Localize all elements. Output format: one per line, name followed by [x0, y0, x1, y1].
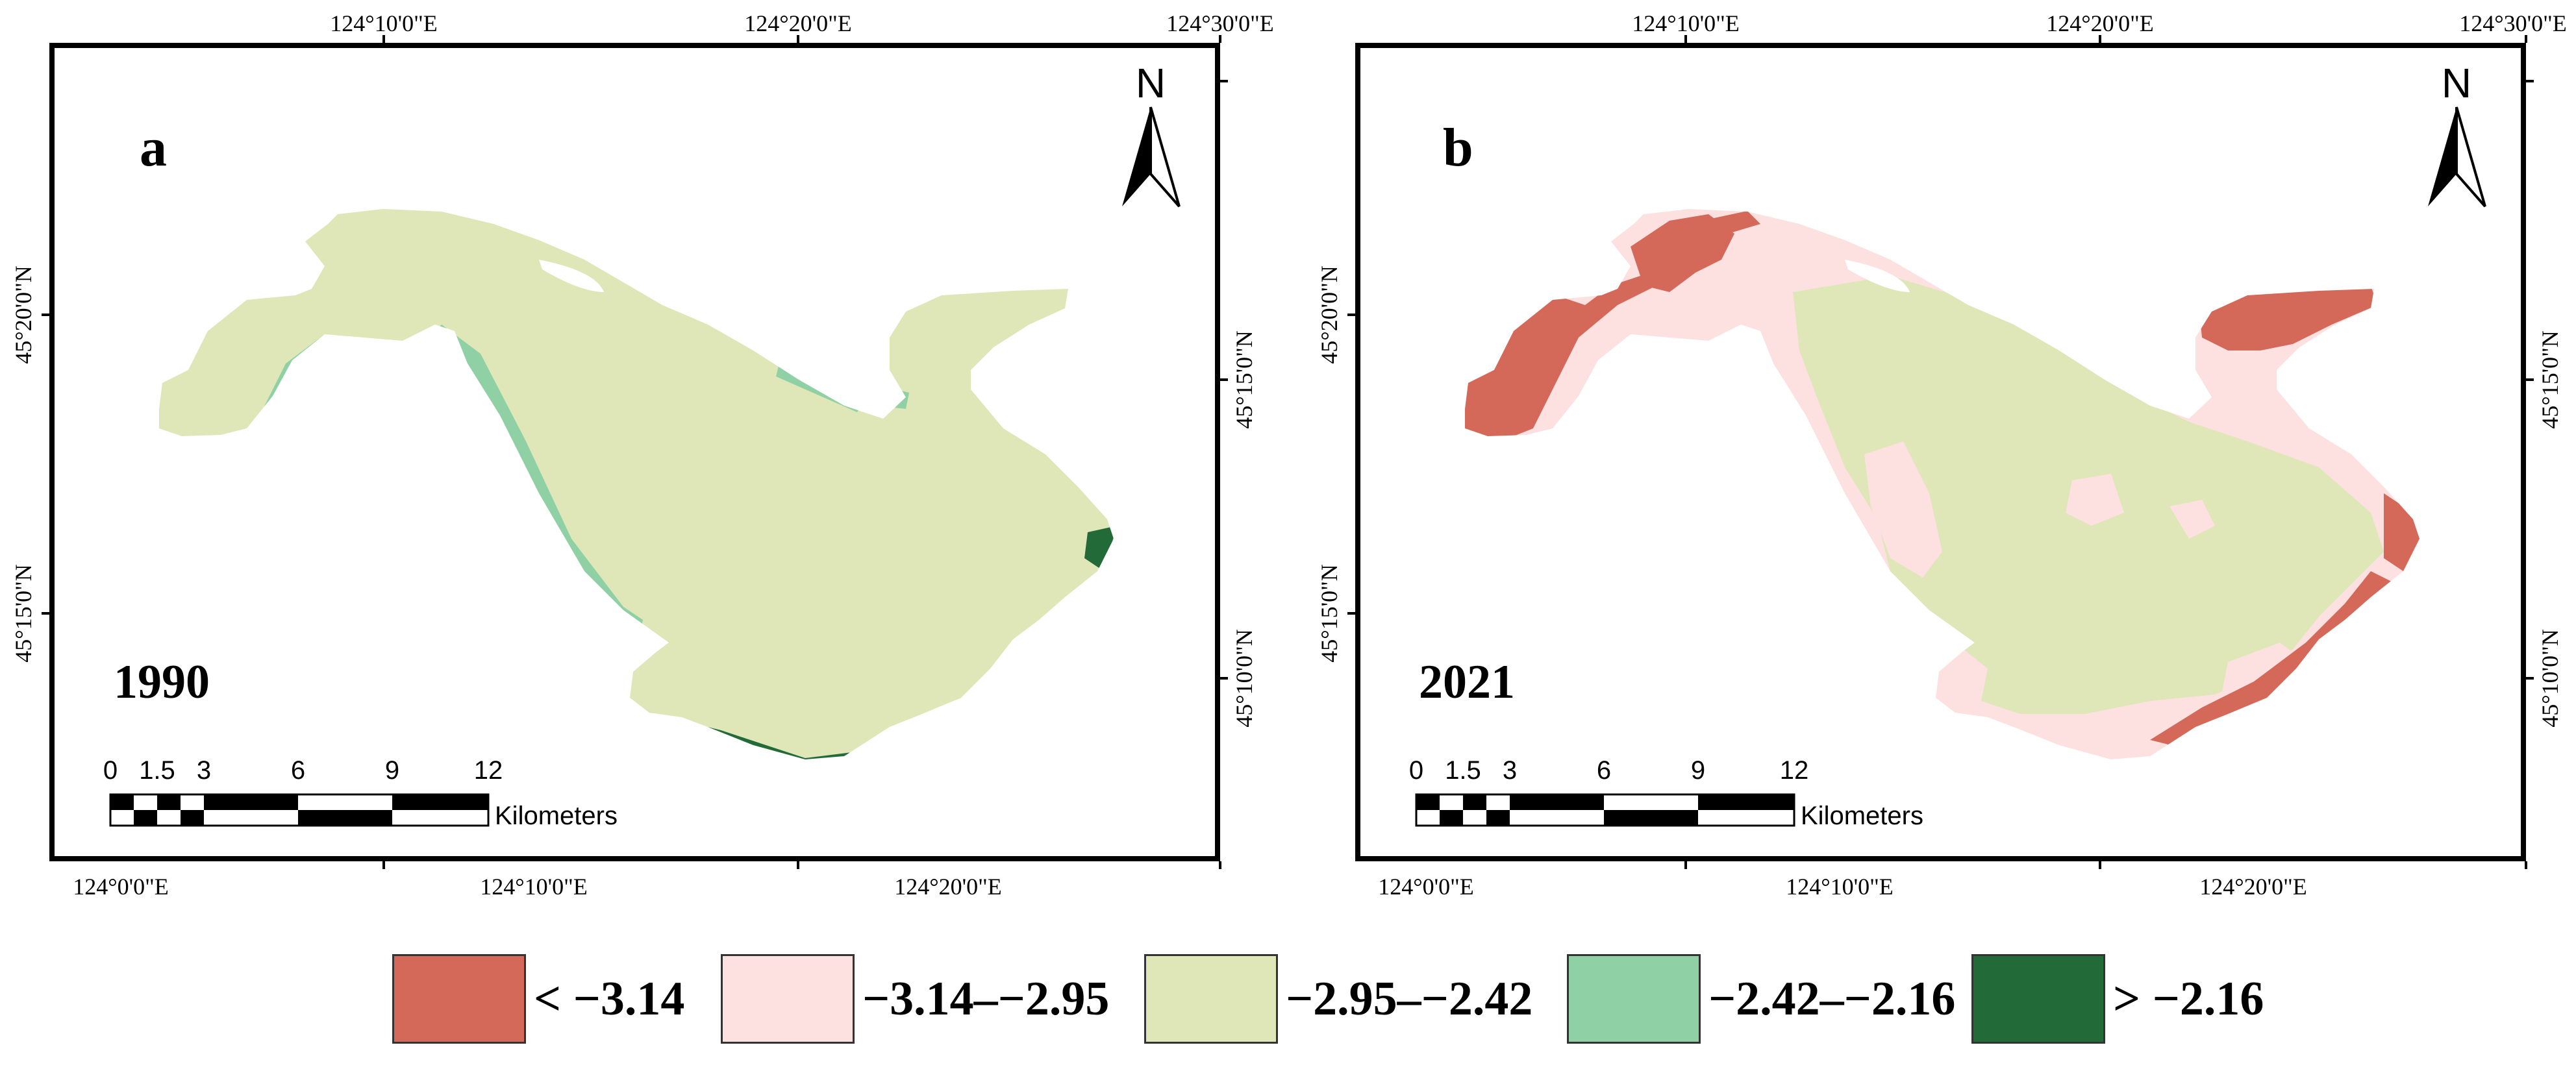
legend-label: > −2.16 — [2113, 972, 2264, 1026]
bottom-tick-label: 124°10'0"E — [1786, 874, 1894, 900]
legend-label: < −3.14 — [534, 972, 685, 1026]
legend-swatch — [721, 954, 855, 1044]
scale-label: 3 — [197, 756, 211, 785]
legend-label: −2.42–−2.16 — [1708, 972, 1956, 1026]
legend-item: −3.14–−2.95 — [721, 954, 1109, 1044]
top-ticks-a — [42, 35, 1228, 869]
bottom-tick-label: 124°20'0"E — [2199, 874, 2307, 900]
year-label: 2021 — [1419, 656, 1515, 709]
scale-unit-label: Kilometers — [495, 802, 618, 830]
scale-label: 3 — [1503, 756, 1517, 785]
bottom-tick-label: 124°20'0"E — [894, 874, 1002, 900]
scale-label: 12 — [474, 756, 503, 785]
scale-label: 9 — [1691, 756, 1705, 785]
left-tick-label: 45°15'0"N — [10, 564, 36, 663]
bottom-tick-label: 124°10'0"E — [480, 874, 588, 900]
scale-unit-label: Kilometers — [1801, 802, 1923, 830]
left-tick-label: 45°20'0"N — [1316, 265, 1342, 364]
legend-item: > −2.16 — [1971, 954, 2264, 1044]
scale-bar — [109, 793, 490, 827]
top-tick-label: 124°30'0"E — [2459, 10, 2567, 36]
north-label: N — [2442, 60, 2471, 106]
scale-label: 12 — [1780, 756, 1809, 785]
top-tick-label: 124°10'0"E — [330, 10, 438, 36]
map-panel-b: 124°10'0"E 124°20'0"E 124°30'0"E 124°0'0… — [1316, 10, 2567, 900]
right-tick-label: 45°15'0"N — [1231, 330, 1257, 429]
right-tick-label: 45°15'0"N — [2537, 330, 2563, 429]
scale-label: 6 — [291, 756, 305, 785]
north-arrow-icon — [2428, 106, 2486, 208]
left-tick-label: 45°15'0"N — [1316, 564, 1342, 663]
top-tick-label: 124°20'0"E — [2046, 10, 2154, 36]
scale-label: 9 — [385, 756, 399, 785]
bottom-tick-label: 124°0'0"E — [1378, 874, 1474, 900]
ticks-b — [1347, 35, 2534, 869]
legend-swatch — [1567, 954, 1701, 1044]
north-label: N — [1136, 60, 1166, 106]
scale-label: 6 — [1597, 756, 1611, 785]
scale-bar — [1415, 793, 1795, 827]
scale-label: 0 — [1409, 756, 1423, 785]
legend-label: −2.95–−2.42 — [1286, 972, 1533, 1026]
legend-item: −2.42–−2.16 — [1567, 954, 1955, 1044]
legend-swatch — [1144, 954, 1278, 1044]
legend-item: −2.95–−2.42 — [1144, 954, 1532, 1044]
top-tick-label: 124°30'0"E — [1166, 10, 1274, 36]
legend-swatch — [392, 954, 526, 1044]
panel-letter: a — [140, 117, 167, 178]
top-tick-label: 124°20'0"E — [744, 10, 852, 36]
map-panel-a: 124°10'0"E 124°20'0"E 124°30'0"E 124°0'0… — [10, 10, 1274, 900]
panel-letter: b — [1443, 117, 1473, 178]
legend-item: < −3.14 — [392, 954, 684, 1044]
scale-label: 1.5 — [1445, 756, 1481, 785]
right-tick-label: 45°10'0"N — [1231, 629, 1257, 728]
legend: < −3.14 −3.14–−2.95 −2.95–−2.42 −2.42–−2… — [0, 935, 2576, 1064]
legend-swatch — [1971, 954, 2105, 1044]
legend-label: −3.14–−2.95 — [862, 972, 1110, 1026]
year-label: 1990 — [114, 656, 210, 709]
left-tick-label: 45°20'0"N — [10, 265, 36, 364]
scale-label: 0 — [103, 756, 118, 785]
scale-label: 1.5 — [139, 756, 175, 785]
bottom-tick-label: 124°0'0"E — [73, 874, 169, 900]
right-tick-label: 45°10'0"N — [2537, 629, 2563, 728]
top-tick-label: 124°10'0"E — [1632, 10, 1740, 36]
north-arrow-icon — [1122, 106, 1181, 208]
